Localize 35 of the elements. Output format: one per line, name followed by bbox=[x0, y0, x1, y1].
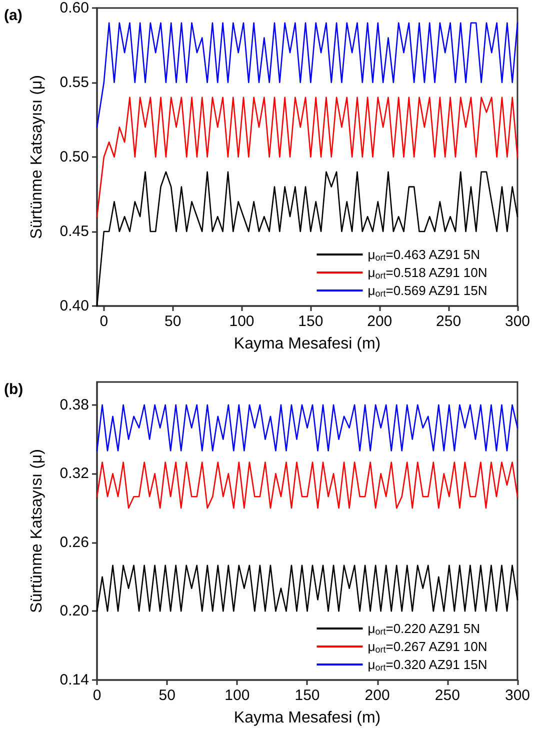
y-tick-label: 0.60 bbox=[60, 0, 89, 16]
y-tick-label: 0.40 bbox=[60, 298, 89, 314]
x-tick-label: 100 bbox=[229, 313, 254, 330]
y-tick-label: 0.38 bbox=[60, 396, 89, 414]
x-tick-label: 250 bbox=[436, 313, 462, 330]
line-series bbox=[96, 96, 518, 218]
text: (a) bbox=[4, 7, 22, 24]
x-tick-label: 250 bbox=[434, 687, 460, 704]
x-tick-label: 150 bbox=[294, 687, 320, 704]
y-axis-title: Sürtünme Katsayısı (μ) bbox=[28, 449, 46, 613]
y-tick-label: 0.26 bbox=[60, 534, 89, 551]
y-axis-title: Sürtünme Katsayısı (μ) bbox=[28, 75, 46, 239]
x-tick-label: 100 bbox=[224, 687, 250, 704]
y-tick-label: 0.45 bbox=[60, 223, 89, 240]
x-tick-label: 0 bbox=[92, 687, 102, 704]
x-tick-label: 200 bbox=[367, 313, 392, 330]
line-series bbox=[96, 462, 518, 509]
y-tick-label: 0.55 bbox=[60, 74, 89, 91]
x-tick-label: 300 bbox=[504, 313, 530, 330]
x-axis-title: Kayma Mesafesi (m) bbox=[234, 336, 381, 352]
x-tick-label: 50 bbox=[158, 687, 176, 704]
y-tick-label: 0.50 bbox=[60, 148, 89, 166]
x-tick-label: 0 bbox=[100, 313, 108, 330]
x-tick-label: 50 bbox=[164, 313, 182, 330]
x-tick-label: 200 bbox=[364, 687, 390, 704]
text: (b) bbox=[4, 381, 24, 398]
line-series bbox=[96, 22, 518, 128]
y-tick-label: 0.20 bbox=[60, 602, 89, 620]
x-axis-title: Kayma Mesafesi (m) bbox=[234, 710, 381, 726]
y-tick-label: 0.32 bbox=[60, 465, 89, 482]
line-series bbox=[96, 564, 518, 612]
x-tick-label: 300 bbox=[504, 687, 530, 704]
x-tick-label: 150 bbox=[298, 313, 324, 330]
line-series bbox=[96, 404, 518, 452]
y-tick-label: 0.14 bbox=[60, 672, 89, 688]
